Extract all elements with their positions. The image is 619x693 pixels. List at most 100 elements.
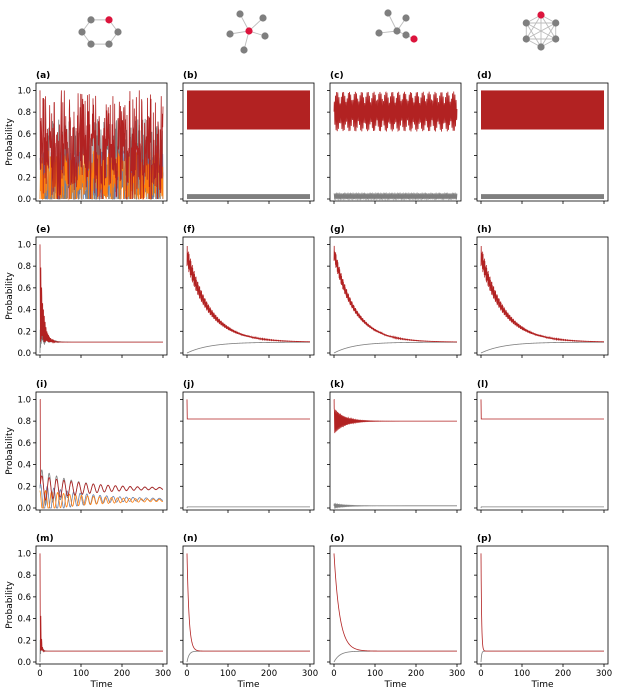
x-tick-label: 100 [220,669,236,679]
target-series-line [186,399,310,420]
panel-e: (e) 0.0 0.2 0.4 0.6 0.8 1.0 Probability [5,225,168,359]
graph-node [236,10,244,18]
y-tick-label: 0.2 [17,327,31,337]
panel-f: (f) [180,225,315,358]
target-series-line [333,91,458,133]
plot-area [39,399,164,509]
panel-h: (h) [474,225,609,358]
panel-label: (m) [36,534,54,544]
y-tick-label: 0.8 [17,417,31,427]
panel-g: (g) [327,225,462,358]
axes-frame [329,236,462,356]
panel-label: (i) [36,380,47,390]
axes-frame [476,236,609,356]
panel-a: (a) 0.0 0.2 0.4 0.6 0.8 1.0 Probability [5,71,168,205]
axes-frame [329,545,462,665]
x-tick-label: 0 [37,669,42,679]
highlighted-node [105,16,113,24]
y-tick-label: 0.2 [17,173,31,183]
y-axis-label: Probability [5,118,15,166]
graph-node [393,27,401,35]
target-series-line [186,245,311,343]
panel-c: (c) [327,71,462,204]
highlighted-node [410,35,418,43]
tree-graph-icon [375,9,418,43]
plot-area [333,245,458,354]
target-series-line [480,245,605,343]
y-axis-label: Probability [5,581,15,629]
panel-i: (i) 0.0 0.2 0.4 0.6 0.8 1.0 Probability [5,380,168,514]
axes-frame [329,82,462,202]
other-series-line [39,328,163,354]
graph-node [552,35,560,43]
panel-label: (c) [330,71,344,81]
plot-area [480,399,604,509]
target-series-line [333,553,457,652]
panel-j: (j) [180,380,315,513]
other-series-line [333,191,458,201]
axes-frame [476,545,609,665]
highlighted-node [537,11,545,19]
x-tick-label: 100 [367,669,383,679]
plot-area [333,553,457,663]
graph-node [226,30,234,38]
y-tick-label: 0.4 [17,306,31,316]
target-series-line [39,244,163,344]
highlighted-node [245,27,253,35]
graph-node [259,14,267,22]
other-series-line [480,341,604,354]
y-tick-label: 0.8 [17,108,31,118]
graph-node [105,40,113,48]
y-tick-label: 0.4 [17,615,31,625]
plot-area [480,245,605,354]
target-series-line [333,399,457,434]
panel-p: (p) 0 100 200 300 Time [474,534,612,690]
target-series-line [39,553,163,653]
x-tick-label: 100 [73,669,89,679]
graph-node [537,43,545,51]
x-tick-label: 0 [478,669,483,679]
y-tick-label: 1.0 [17,240,31,250]
graph-node [522,19,530,27]
x-tick-label: 200 [114,669,130,679]
panel-label: (f) [183,225,195,235]
x-tick-label: 0 [331,669,336,679]
axes-frame [35,391,168,511]
y-tick-label: 0.6 [17,284,31,294]
panel-label: (a) [36,71,50,81]
star-graph-icon [226,10,269,54]
x-axis-label: Time [383,680,406,690]
panel-label: (b) [183,71,198,81]
panel-n: (n) 0 100 200 300 Time [180,534,318,690]
panel-l: (l) [474,380,609,513]
x-tick-label: 300 [449,669,465,679]
target-series-line [480,399,604,420]
graph-node [552,19,560,27]
graph-node [402,14,410,22]
axes-frame [476,82,609,202]
others-series-band [481,194,604,199]
other-series-line [186,650,310,663]
graph-node [87,40,95,48]
panel-label: (h) [477,225,492,235]
target-series-line [480,553,604,652]
graph-edge [525,22,542,48]
graph-node [87,16,95,24]
plot-area [333,91,458,201]
x-tick-label: 200 [408,669,424,679]
x-tick-label: 200 [555,669,571,679]
target-series-line [39,399,164,501]
other-series-line [186,341,310,354]
other-series-line [333,502,457,510]
other-series-line [333,341,457,354]
x-axis-label: Time [236,680,259,690]
y-axis-label: Probability [5,272,15,320]
graph-edge [526,22,556,40]
y-tick-label: 0.0 [17,504,31,514]
plot-area [186,399,310,509]
plot-area [481,90,604,199]
graph-node [114,28,122,36]
other-series-line [186,506,310,509]
y-tick-label: 1.0 [17,395,31,405]
axes-frame [182,545,315,665]
